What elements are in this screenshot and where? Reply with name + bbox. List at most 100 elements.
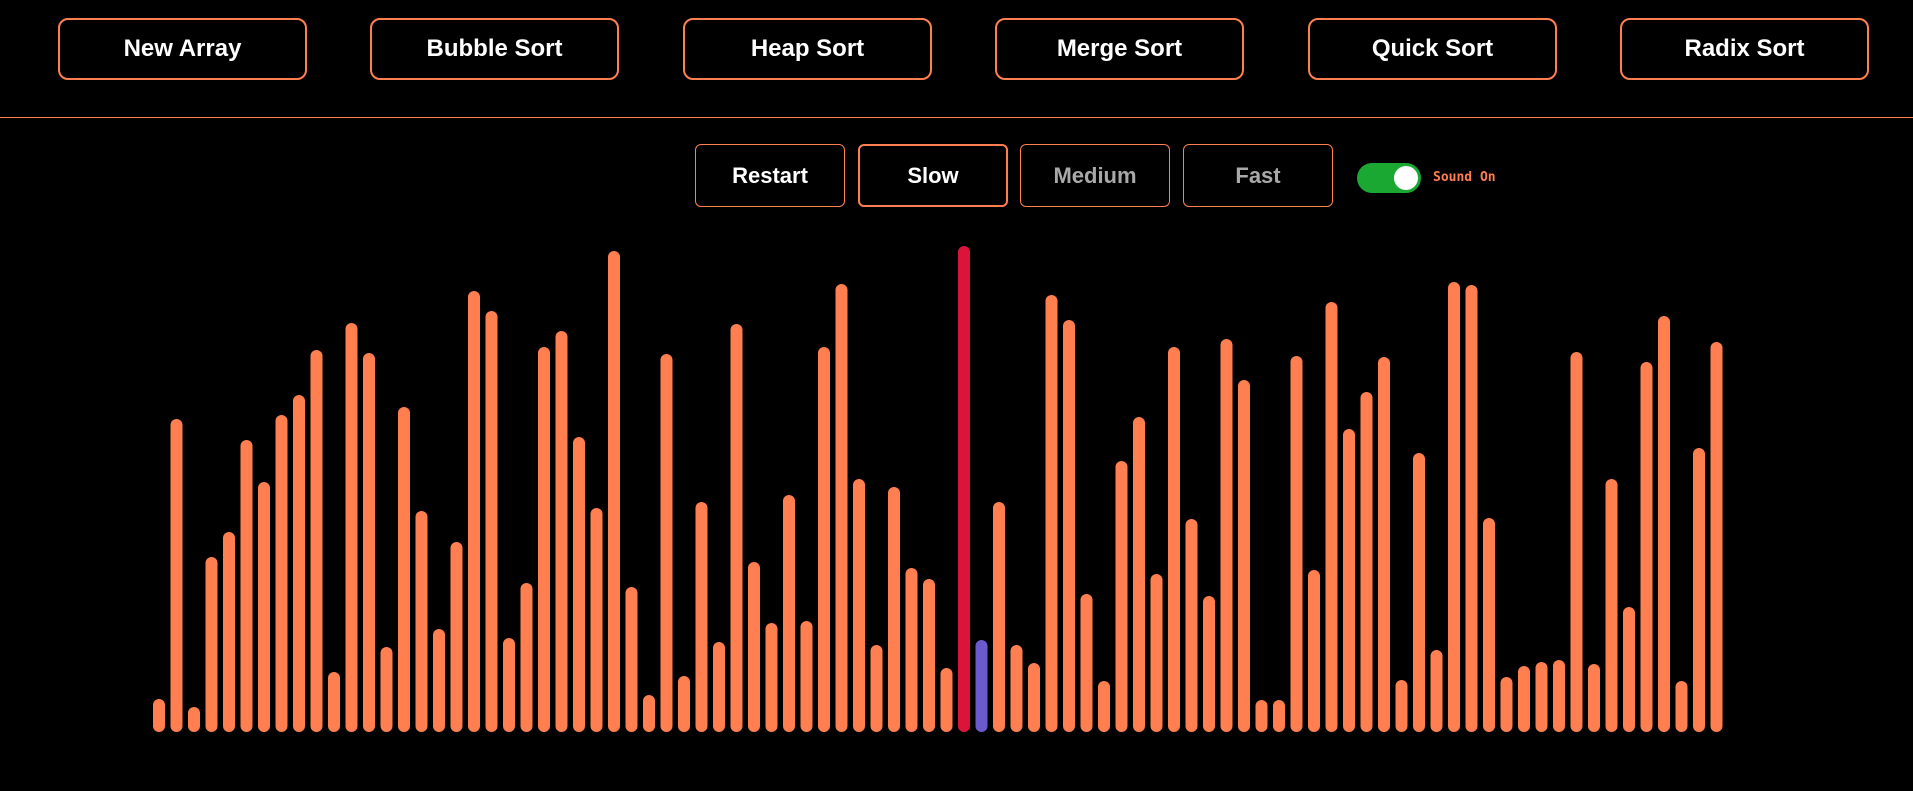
merge-sort-button[interactable]: Merge Sort — [995, 18, 1244, 80]
array-bar — [1675, 681, 1688, 732]
speed-medium-button[interactable]: Medium — [1020, 144, 1170, 207]
array-bar — [1588, 664, 1600, 732]
array-bar — [345, 323, 358, 732]
array-bar — [520, 583, 533, 732]
new-array-button[interactable]: New Array — [58, 18, 307, 80]
array-bar — [485, 311, 498, 732]
array-bar — [713, 642, 725, 732]
bubble-sort-button[interactable]: Bubble Sort — [370, 18, 619, 80]
array-bar — [1430, 650, 1443, 732]
quick-sort-button[interactable]: Quick Sort — [1308, 18, 1557, 80]
array-bar — [1255, 700, 1268, 732]
array-bar — [450, 542, 463, 732]
array-bar — [1080, 594, 1093, 732]
array-bar — [310, 350, 323, 732]
array-bar — [1168, 347, 1180, 732]
array-bar — [240, 440, 253, 732]
array-bar — [1150, 574, 1163, 732]
array-bar — [1605, 479, 1618, 732]
restart-button[interactable]: Restart — [695, 144, 845, 207]
radix-sort-button[interactable]: Radix Sort — [1620, 18, 1869, 80]
array-bar — [1028, 663, 1040, 732]
array-bar — [1395, 680, 1408, 732]
array-bar — [1203, 596, 1215, 732]
array-bar — [1133, 417, 1145, 732]
array-bar — [940, 668, 953, 732]
array-bar — [555, 331, 568, 732]
array-bar — [1623, 607, 1635, 732]
array-bar — [1710, 342, 1723, 732]
array-bar — [1098, 681, 1110, 732]
sound-toggle[interactable] — [1357, 163, 1421, 193]
array-bar — [1658, 316, 1670, 732]
array-bar — [380, 647, 393, 732]
array-bar — [1640, 362, 1653, 732]
array-bar — [398, 407, 410, 732]
array-bar — [1378, 357, 1390, 732]
array-bar — [503, 638, 515, 732]
array-bar — [363, 353, 375, 732]
speed-slow-button[interactable]: Slow — [858, 144, 1008, 207]
array-bar — [765, 623, 778, 732]
array-bar — [1570, 352, 1583, 732]
array-bar — [660, 354, 673, 732]
sound-label: Sound On — [1433, 170, 1496, 185]
array-bar — [153, 699, 165, 732]
speed-fast-button[interactable]: Fast — [1183, 144, 1333, 207]
array-bar — [853, 479, 865, 732]
array-bar — [1535, 662, 1548, 732]
array-bar — [293, 395, 305, 732]
array-bar — [1448, 282, 1460, 732]
array-bar — [818, 347, 830, 732]
array-bar — [1273, 700, 1285, 732]
array-bar — [328, 672, 340, 732]
array-bar — [678, 676, 690, 732]
array-bar — [1343, 429, 1355, 732]
array-bar — [1500, 677, 1513, 732]
array-bar — [905, 568, 918, 732]
array-bar — [625, 587, 638, 732]
sound-toggle-knob — [1394, 166, 1418, 190]
array-bar — [1290, 356, 1303, 732]
array-bar — [1010, 645, 1023, 732]
array-bar — [538, 347, 550, 732]
array-bar — [923, 579, 935, 732]
array-bar — [1518, 666, 1530, 732]
array-bar — [835, 284, 848, 732]
array-bar — [870, 645, 883, 732]
array-bar — [695, 502, 708, 732]
array-bar — [1360, 392, 1373, 732]
array-bar — [415, 511, 428, 732]
array-bar — [1045, 295, 1058, 732]
array-bar — [800, 621, 813, 732]
array-bar — [993, 502, 1005, 732]
array-bar — [958, 246, 970, 732]
array-bar — [1413, 453, 1425, 732]
array-bar — [433, 629, 445, 732]
heap-sort-button[interactable]: Heap Sort — [683, 18, 932, 80]
array-bar — [1063, 320, 1075, 732]
array-bar — [888, 487, 900, 732]
array-bar — [188, 707, 200, 732]
array-bar — [1553, 660, 1565, 732]
array-bar — [1238, 380, 1250, 732]
array-bar — [1325, 302, 1338, 732]
array-bar — [1185, 519, 1198, 732]
algorithm-toolbar: New Array Bubble Sort Heap Sort Merge So… — [0, 0, 1913, 118]
array-bar — [748, 562, 760, 732]
array-bar — [205, 557, 218, 732]
array-bar — [170, 419, 183, 732]
array-bar — [1465, 285, 1478, 732]
array-bar — [590, 508, 603, 732]
array-bar — [275, 415, 288, 732]
array-bar — [573, 437, 585, 732]
array-bar — [1483, 518, 1495, 732]
array-bar — [643, 695, 655, 732]
array-bar — [730, 324, 743, 732]
array-bar — [1693, 448, 1705, 732]
array-bar — [223, 532, 235, 732]
array-bar — [258, 482, 270, 732]
array-bar — [783, 495, 795, 732]
array-bar — [1220, 339, 1233, 732]
